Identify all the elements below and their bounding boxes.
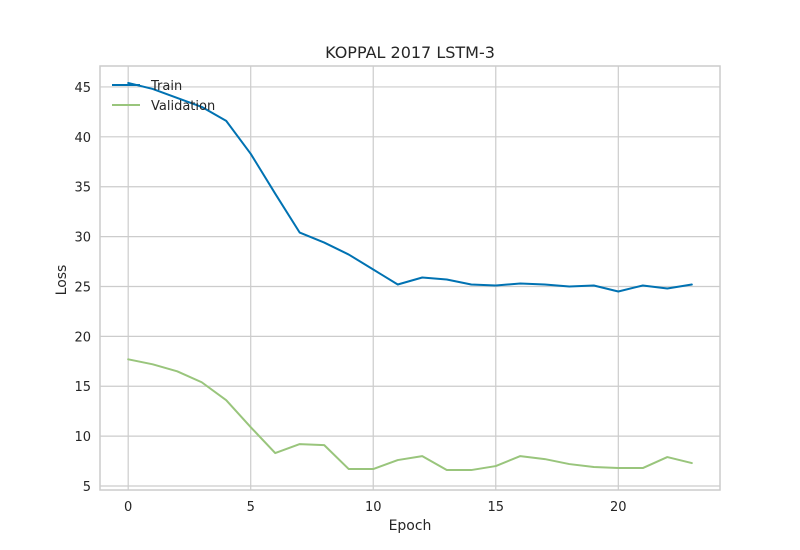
x-tick-label: 5 xyxy=(247,500,255,515)
y-axis-label: Loss xyxy=(54,265,70,296)
x-tick-label: 15 xyxy=(487,500,504,515)
chart-title: KOPPAL 2017 LSTM-3 xyxy=(325,43,495,62)
series-line-train xyxy=(127,81,693,293)
y-tick-label: 45 xyxy=(74,81,91,96)
plot-area xyxy=(100,66,720,490)
y-tick-label: 10 xyxy=(74,430,91,445)
y-tick-label: 35 xyxy=(74,181,91,196)
y-tick-label: 15 xyxy=(74,380,91,395)
y-tick-label: 5 xyxy=(83,480,91,495)
x-tick-label: 10 xyxy=(365,500,382,515)
series-lines xyxy=(127,81,693,472)
x-axis-label: Epoch xyxy=(389,518,432,534)
y-tick-label: 30 xyxy=(74,231,91,246)
legend-label-validation: Validation xyxy=(151,99,215,114)
y-tick-label: 20 xyxy=(74,330,91,345)
x-tick-label: 20 xyxy=(610,500,627,515)
series-line-validation xyxy=(127,358,693,472)
grid xyxy=(100,66,720,490)
legend: Train Validation xyxy=(112,79,215,114)
y-tick-label: 25 xyxy=(74,280,91,295)
plot-frame xyxy=(99,65,721,491)
y-tick-label: 40 xyxy=(74,131,91,146)
tick-labels: 0 5 10 15 20 5 10 15 20 25 30 35 40 45 xyxy=(74,81,626,515)
x-tick-label: 0 xyxy=(124,500,132,515)
legend-label-train: Train xyxy=(150,79,182,94)
